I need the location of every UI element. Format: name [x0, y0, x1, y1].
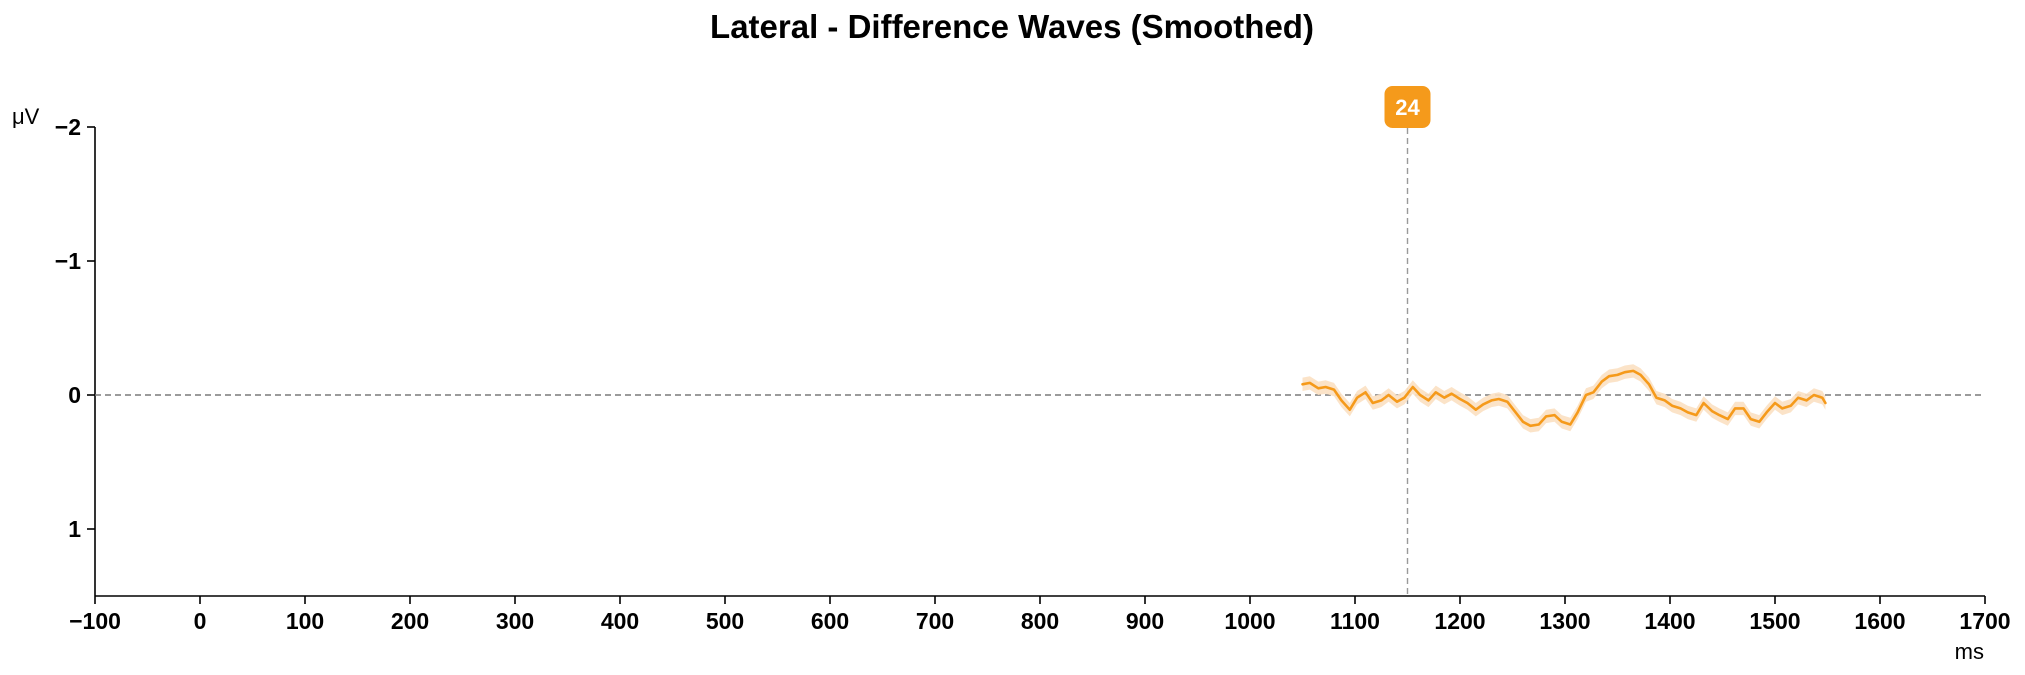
x-tick-label: 500	[706, 608, 744, 634]
x-tick-label: 400	[601, 608, 639, 634]
x-tick-label: 1600	[1854, 608, 1905, 634]
y-tick-label: −2	[55, 114, 81, 140]
x-tick-label: 1000	[1224, 608, 1275, 634]
x-tick-label: 1700	[1959, 608, 2010, 634]
x-tick-label: 0	[194, 608, 207, 634]
chart-title: Lateral - Difference Waves (Smoothed)	[710, 8, 1314, 45]
y-tick-label: −1	[55, 248, 81, 274]
x-tick-label: 100	[286, 608, 324, 634]
x-tick-label: 700	[916, 608, 954, 634]
x-tick-label: 900	[1126, 608, 1164, 634]
x-tick-label: 1400	[1644, 608, 1695, 634]
x-tick-label: 600	[811, 608, 849, 634]
x-axis-unit-label: ms	[1955, 639, 1984, 664]
y-axis-unit-label: μV	[12, 104, 40, 129]
x-tick-label: 200	[391, 608, 429, 634]
x-tick-label: 1200	[1434, 608, 1485, 634]
x-tick-label: 1500	[1749, 608, 1800, 634]
marker-badge-label: 24	[1395, 95, 1420, 120]
x-tick-label: 1100	[1330, 608, 1380, 634]
y-tick-label: 0	[68, 382, 81, 408]
x-tick-label: 300	[496, 608, 534, 634]
series-line	[1301, 369, 1827, 428]
x-tick-label: −100	[69, 608, 121, 634]
marker-badge	[1384, 86, 1431, 128]
y-tick-label: 1	[68, 516, 81, 542]
x-tick-label: 1300	[1539, 608, 1590, 634]
x-tick-label: 800	[1021, 608, 1059, 634]
